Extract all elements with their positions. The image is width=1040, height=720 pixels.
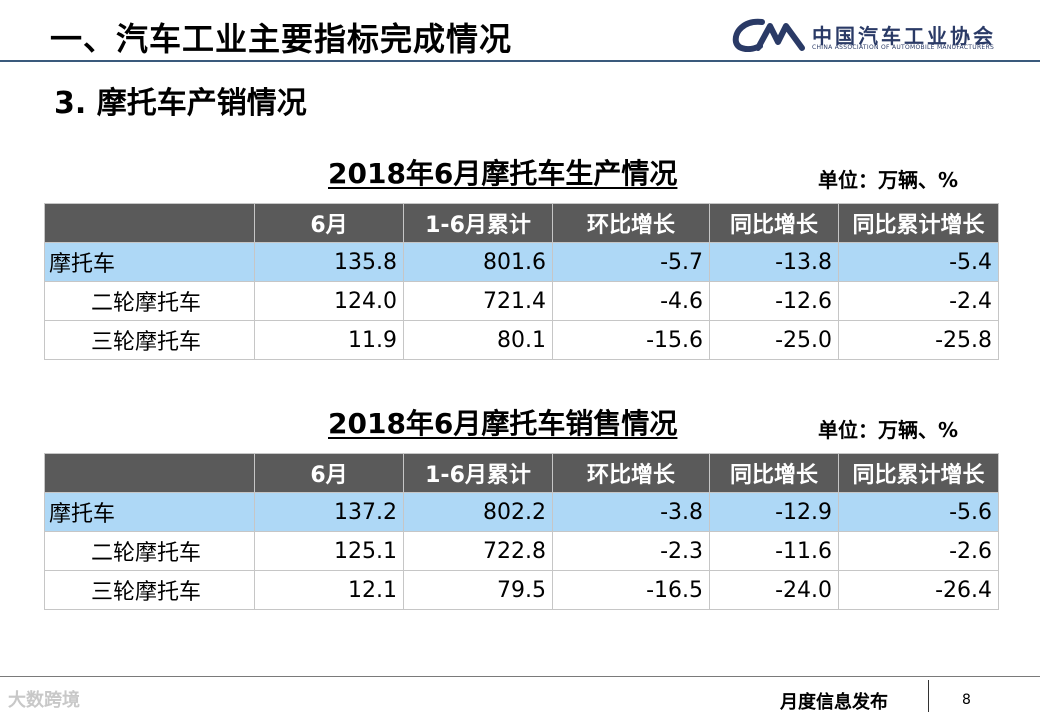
cell-mom: -5.7 (552, 242, 710, 282)
table-row: 三轮摩托车 11.9 80.1 -15.6 -25.0 -25.8 (44, 320, 999, 360)
cell-month: 125.1 (254, 531, 404, 571)
row-label: 摩托车 (44, 242, 255, 282)
production-header-row: 6月 1-6月累计 环比增长 同比增长 同比累计增长 (44, 203, 999, 243)
column-header-name (44, 203, 255, 243)
cell-yoy: -13.8 (709, 242, 839, 282)
page-number: 8 (962, 692, 971, 708)
table-row: 二轮摩托车 125.1 722.8 -2.3 -11.6 -2.6 (44, 531, 999, 571)
cell-yoy-ytd: -2.4 (838, 281, 999, 321)
cell-ytd: 79.5 (403, 570, 553, 610)
cell-mom: -4.6 (552, 281, 710, 321)
column-header-name (44, 453, 255, 493)
sales-header-row: 6月 1-6月累计 环比增长 同比增长 同比累计增长 (44, 453, 999, 493)
row-label: 摩托车 (44, 492, 255, 532)
page-header-title: 一、汽车工业主要指标完成情况 (50, 20, 513, 58)
row-label: 三轮摩托车 (44, 320, 255, 360)
cell-ytd: 721.4 (403, 281, 553, 321)
cell-month: 11.9 (254, 320, 404, 360)
footer-vertical-divider (928, 680, 929, 712)
production-unit-label: 单位：万辆、% (818, 168, 959, 192)
table-row: 三轮摩托车 12.1 79.5 -16.5 -24.0 -26.4 (44, 570, 999, 610)
logo-chinese-name: 中国汽车工业协会 (812, 24, 996, 48)
cell-yoy-ytd: -5.4 (838, 242, 999, 282)
logo-english-name: CHINA ASSOCIATION OF AUTOMOBILE MANUFACT… (812, 44, 995, 51)
column-header-yoy: 同比增长 (709, 203, 839, 243)
cell-month: 124.0 (254, 281, 404, 321)
cell-ytd: 801.6 (403, 242, 553, 282)
row-label: 三轮摩托车 (44, 570, 255, 610)
column-header-month: 6月 (254, 203, 404, 243)
cell-yoy-ytd: -25.8 (838, 320, 999, 360)
sales-table: 6月 1-6月累计 环比增长 同比增长 同比累计增长 摩托车 137.2 802… (44, 453, 999, 610)
cell-month: 12.1 (254, 570, 404, 610)
caam-logo-mark (732, 18, 805, 52)
cell-mom: -2.3 (552, 531, 710, 571)
cell-yoy-ytd: -2.6 (838, 531, 999, 571)
watermark: 大数跨境 (8, 690, 80, 711)
cell-yoy-ytd: -5.6 (838, 492, 999, 532)
sales-table-title: 2018年6月摩托车销售情况 (328, 407, 678, 440)
column-header-yoy-ytd: 同比累计增长 (838, 203, 999, 243)
footer-label: 月度信息发布 (780, 692, 888, 713)
cell-yoy-ytd: -26.4 (838, 570, 999, 610)
table-row: 二轮摩托车 124.0 721.4 -4.6 -12.6 -2.4 (44, 281, 999, 321)
cell-yoy: -24.0 (709, 570, 839, 610)
cell-mom: -16.5 (552, 570, 710, 610)
cell-yoy: -25.0 (709, 320, 839, 360)
table-row: 摩托车 137.2 802.2 -3.8 -12.9 -5.6 (44, 492, 999, 532)
column-header-ytd: 1-6月累计 (403, 203, 553, 243)
column-header-ytd: 1-6月累计 (403, 453, 553, 493)
table-row: 摩托车 135.8 801.6 -5.7 -13.8 -5.4 (44, 242, 999, 282)
production-table: 6月 1-6月累计 环比增长 同比增长 同比累计增长 摩托车 135.8 801… (44, 203, 999, 360)
cell-yoy: -12.9 (709, 492, 839, 532)
cell-mom: -15.6 (552, 320, 710, 360)
sales-unit-label: 单位：万辆、% (818, 418, 959, 442)
column-header-yoy: 同比增长 (709, 453, 839, 493)
section-title: 3. 摩托车产销情况 (54, 86, 307, 121)
caam-logo: 中国汽车工业协会 CHINA ASSOCIATION OF AUTOMOBILE… (732, 18, 1032, 58)
production-table-title: 2018年6月摩托车生产情况 (328, 157, 678, 190)
cell-month: 135.8 (254, 242, 404, 282)
column-header-mom: 环比增长 (552, 453, 710, 493)
cell-ytd: 802.2 (403, 492, 553, 532)
row-label: 二轮摩托车 (44, 531, 255, 571)
footer-divider (0, 676, 1040, 677)
cell-yoy: -11.6 (709, 531, 839, 571)
column-header-mom: 环比增长 (552, 203, 710, 243)
cell-month: 137.2 (254, 492, 404, 532)
cell-ytd: 722.8 (403, 531, 553, 571)
cell-yoy: -12.6 (709, 281, 839, 321)
column-header-month: 6月 (254, 453, 404, 493)
cell-ytd: 80.1 (403, 320, 553, 360)
row-label: 二轮摩托车 (44, 281, 255, 321)
cell-mom: -3.8 (552, 492, 710, 532)
header-divider (0, 60, 1040, 62)
column-header-yoy-ytd: 同比累计增长 (838, 453, 999, 493)
